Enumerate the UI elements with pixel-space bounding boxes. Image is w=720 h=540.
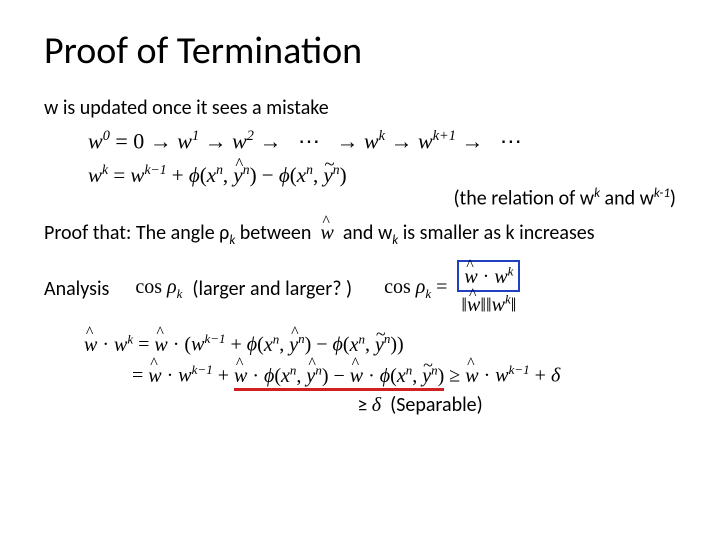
proof-label: Proof that: bbox=[44, 221, 131, 245]
larger-note: (larger and larger? ) bbox=[192, 277, 352, 301]
analysis-row: Analysis cos ρk (larger and larger? ) co… bbox=[44, 260, 676, 317]
analysis-label: Analysis bbox=[44, 277, 109, 301]
eq-chain: w0 = 0 → w1 → w2 → ⋯ → wk → wk+1 → ⋯ bbox=[88, 128, 676, 154]
derivation-line-2: = w · wk−1 + w · ϕ(xn, yn) − w · ϕ(xn, y… bbox=[132, 360, 676, 391]
cos-eq: cos ρk = bbox=[384, 276, 447, 302]
intro-text: w is updated once it sees a mistake bbox=[44, 96, 676, 120]
proof-text: The angle ρk between w and wk is smaller… bbox=[136, 221, 595, 245]
proof-that: Proof that: The angle ρk between w and w… bbox=[44, 221, 676, 248]
cos-fraction: w · wk ‖w‖‖wk‖ bbox=[457, 260, 520, 317]
derivation-line-1: w · wk = w · (wk−1 + ϕ(xn, yn) − ϕ(xn, y… bbox=[84, 329, 676, 360]
relation-note: (the relation of wk and wk-1) bbox=[44, 186, 676, 211]
fraction-numerator: w · wk bbox=[457, 260, 520, 292]
cos-rho: cos ρk bbox=[135, 276, 182, 302]
eq-update: wk = wk−1 + ϕ(xn, yn) − ϕ(xn, yn) bbox=[88, 162, 676, 188]
slide-title: Proof of Termination bbox=[44, 28, 676, 74]
derivation: w · wk = w · (wk−1 + ϕ(xn, yn) − ϕ(xn, y… bbox=[84, 329, 676, 390]
separable-note: ≥ δ (Separable) bbox=[164, 393, 676, 417]
fraction-denominator: ‖w‖‖wk‖ bbox=[457, 292, 520, 318]
